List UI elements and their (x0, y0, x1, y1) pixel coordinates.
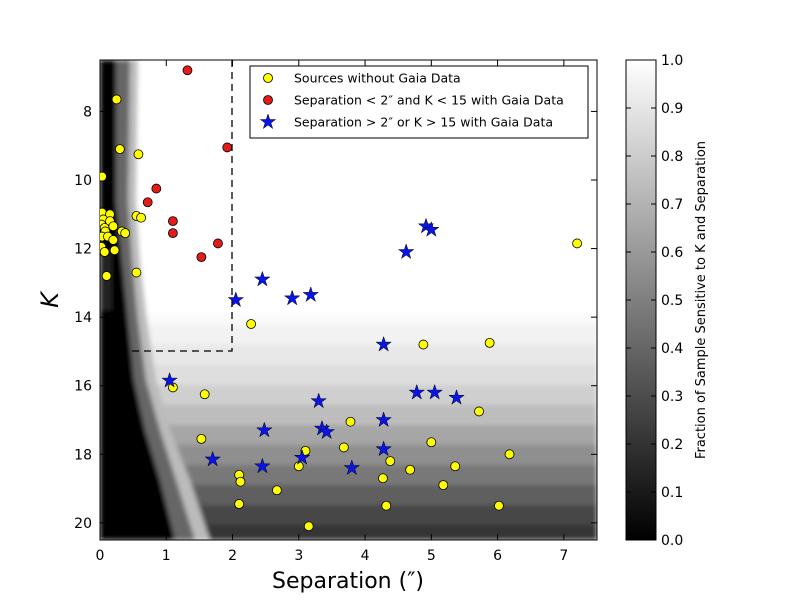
plot-frame (99, 59, 598, 541)
x-axis-label: Separation (″) (272, 569, 424, 594)
point-gaia_close (151, 183, 162, 194)
point-no_gaia (426, 437, 437, 448)
y-tick-label: 18 (74, 447, 92, 463)
x-tick-label: 4 (361, 548, 370, 564)
point-no_gaia (272, 485, 282, 496)
y-tick-label: 8 (83, 104, 92, 120)
colorbar-tick-label: 0.3 (661, 389, 683, 405)
legend-label-no-gaia: Sources without Gaia Data (294, 71, 461, 86)
point-no_gaia (450, 461, 461, 472)
x-tick-label: 3 (294, 548, 303, 564)
point-no_gaia (338, 442, 349, 453)
point-no_gaia (405, 464, 416, 475)
point-gaia_close (182, 65, 193, 76)
point-no_gaia (133, 149, 144, 160)
point-no_gaia (111, 94, 122, 105)
x-tick-label: 7 (559, 548, 568, 564)
point-no_gaia (504, 449, 515, 460)
colorbar-tick-label: 0.0 (661, 533, 683, 549)
point-no_gaia (120, 228, 131, 239)
colorbar-tick-label: 0.4 (661, 341, 683, 357)
point-no_gaia (100, 247, 110, 257)
x-tick-label: 0 (96, 548, 105, 564)
point-gaia_close (196, 252, 207, 263)
x-tick-label: 5 (427, 548, 436, 564)
point-no_gaia (136, 212, 146, 223)
point-no_gaia (196, 433, 207, 444)
selection-box (116, 60, 233, 352)
point-no_gaia (199, 389, 210, 400)
x-tick-label: 1 (162, 548, 171, 564)
legend-marker-gaia-close (263, 95, 273, 105)
point-no_gaia (303, 521, 314, 532)
legend-marker-no-gaia (263, 73, 273, 83)
point-no_gaia (246, 319, 256, 329)
point-no_gaia (101, 271, 112, 281)
point-no_gaia (345, 416, 356, 427)
colorbar-tick-label: 0.1 (661, 485, 683, 501)
point-no_gaia (234, 499, 245, 509)
point-no_gaia (108, 235, 119, 245)
colorbar-label: Fraction of Sample Sensitive to K and Se… (694, 141, 709, 459)
point-no_gaia (385, 456, 396, 467)
colorbar-tick-label: 0.2 (661, 437, 683, 453)
y-tick-label: 16 (74, 379, 92, 395)
legend-box (249, 65, 589, 139)
colorbar-ticks: 0.0 0.1 0.2 0.3 0.4 0.5 0.6 0.7 0.8 0.9 1.0 (626, 53, 683, 549)
y-tick-label: 12 (74, 242, 92, 258)
point-gaia_close (167, 216, 178, 227)
colorbar-tick-label: 0.7 (661, 197, 683, 213)
point-gaia_close (222, 142, 233, 153)
legend-label-gaia-close: Separation < 2″ and K < 15 with Gaia Dat… (294, 93, 564, 108)
point-no_gaia (474, 406, 484, 417)
colorbar-tick-label: 0.6 (661, 245, 683, 261)
point-gaia_close (142, 197, 153, 208)
point-gaia_close (213, 238, 223, 249)
point-no_gaia (494, 500, 504, 511)
point-no_gaia (108, 221, 119, 232)
point-no_gaia (381, 500, 392, 511)
point-no_gaia (418, 339, 429, 350)
point-no_gaia (131, 267, 142, 278)
point-no_gaia (109, 245, 120, 256)
point-no_gaia (378, 473, 388, 484)
x-tick-label: 6 (493, 548, 502, 564)
y-axis-label: K (36, 290, 64, 308)
point-no_gaia (235, 476, 246, 487)
point-no_gaia (114, 144, 125, 155)
colorbar-tick-label: 1.0 (661, 53, 683, 69)
point-gaia_close (167, 228, 178, 239)
point-no_gaia (438, 480, 449, 491)
colorbar-tick-label: 0.8 (661, 149, 683, 165)
legend-label-gaia-far: Separation > 2″ or K > 15 with Gaia Data (294, 115, 553, 130)
y-tick-label: 20 (74, 516, 92, 532)
point-no_gaia (572, 238, 583, 249)
y-tick-label: 14 (74, 310, 92, 326)
point-no_gaia (100, 171, 107, 182)
colorbar-tick-label: 0.9 (661, 101, 683, 117)
colorbar-tick-label: 0.5 (661, 293, 683, 309)
y-tick-label: 10 (74, 173, 92, 189)
colorbar: 0.0 0.1 0.2 0.3 0.4 0.5 0.6 0.7 0.8 0.9 1.0 Fracti… (625, 53, 709, 549)
x-tick-label: 2 (228, 548, 237, 564)
data-markers (100, 65, 583, 532)
point-no_gaia (484, 337, 495, 348)
legend: Sources without Gaia Data Separation < 2… (249, 65, 589, 139)
